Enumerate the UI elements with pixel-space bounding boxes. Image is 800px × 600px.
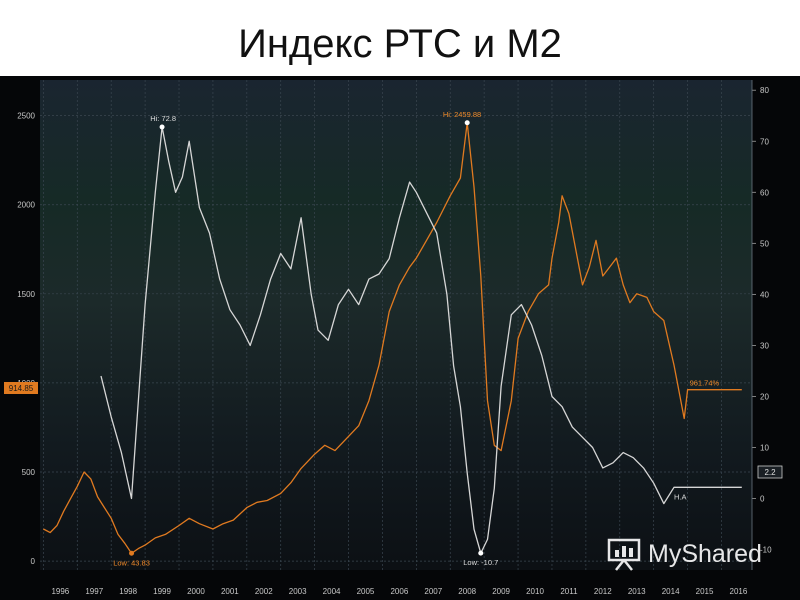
x-tick-label: 2014 <box>662 587 680 596</box>
right-tick-label: 80 <box>760 86 769 95</box>
x-tick-label: 2003 <box>289 587 307 596</box>
x-tick-label: 2006 <box>390 587 408 596</box>
x-tick-label: 2007 <box>424 587 442 596</box>
x-tick-label: 2002 <box>255 587 273 596</box>
x-tick-label: 2000 <box>187 587 205 596</box>
presentation-icon <box>607 538 641 571</box>
left-tick-label: 1500 <box>17 290 35 299</box>
x-axis: 1996 1997 1998 1999 2000 2001 2002 2003 2004 2005… <box>51 587 747 596</box>
left-tick-label: 2500 <box>17 112 35 121</box>
right-tick-label: -10 <box>760 546 772 555</box>
annotations: Hi: 72.8 Hi: 2459.88 Low: 43.83 Low: -10.7 9… <box>113 110 719 568</box>
left-value-tag: 914.85 <box>4 382 38 394</box>
x-tick-label: 1999 <box>153 587 171 596</box>
high-marker <box>464 120 470 126</box>
m2-line <box>100 126 742 554</box>
annotation-label: Low: 43.83 <box>113 558 150 567</box>
right-value-tag: 2.2 <box>757 465 783 479</box>
x-tick-label: 2008 <box>458 587 476 596</box>
left-tick-label: 2000 <box>17 201 35 210</box>
x-tick-label: 2012 <box>594 587 612 596</box>
right-tick-label: 10 <box>760 444 769 453</box>
watermark-text: MyShared <box>648 539 762 568</box>
low-marker <box>129 550 135 556</box>
right-axis: 80 70 60 50 40 30 20 10 0 -10 <box>751 80 772 570</box>
vertical-grid <box>43 80 722 570</box>
right-tick-label: 30 <box>760 341 769 350</box>
x-tick-label: 1997 <box>85 587 103 596</box>
rts-m2-chart: 25002000150010005000 80706050403020100-1… <box>0 76 800 600</box>
annotation-label: Hi: 2459.88 <box>443 110 481 119</box>
x-tick-label: 2015 <box>696 587 714 596</box>
annotation-label: 961.74% <box>690 379 720 388</box>
x-tick-label: 2005 <box>357 587 375 596</box>
svg-text:914.85: 914.85 <box>9 384 34 393</box>
right-tick-label: 70 <box>760 137 769 146</box>
annotation-label: H.A <box>674 492 687 501</box>
annotation-label: Low: -10.7 <box>463 558 498 567</box>
right-tick-label: 50 <box>760 239 769 248</box>
x-tick-label: 1996 <box>51 587 69 596</box>
svg-text:2.2: 2.2 <box>764 468 776 477</box>
myshared-watermark: MyShared <box>606 534 762 574</box>
right-tick-label: 60 <box>760 188 769 197</box>
x-tick-label: 2010 <box>526 587 544 596</box>
x-tick-label: 2013 <box>628 587 646 596</box>
right-tick-label: 0 <box>760 495 765 504</box>
x-tick-label: 1998 <box>119 587 137 596</box>
x-tick-label: 2011 <box>560 587 578 596</box>
slide-title: Индекс РТС и М2 <box>238 22 562 66</box>
left-tick-label: 0 <box>31 557 36 566</box>
right-tick-label: 20 <box>760 392 769 401</box>
x-tick-label: 2001 <box>221 587 239 596</box>
right-tick-label: 40 <box>760 290 769 299</box>
left-tick-label: 500 <box>22 468 36 477</box>
horizontal-grid <box>40 115 752 562</box>
annotation-label: Hi: 72.8 <box>150 114 176 123</box>
low-marker <box>478 550 484 556</box>
x-tick-label: 2004 <box>323 587 341 596</box>
high-marker <box>159 124 165 130</box>
plot-area <box>40 80 752 570</box>
x-tick-label: 2009 <box>492 587 510 596</box>
x-tick-label: 2016 <box>730 587 748 596</box>
